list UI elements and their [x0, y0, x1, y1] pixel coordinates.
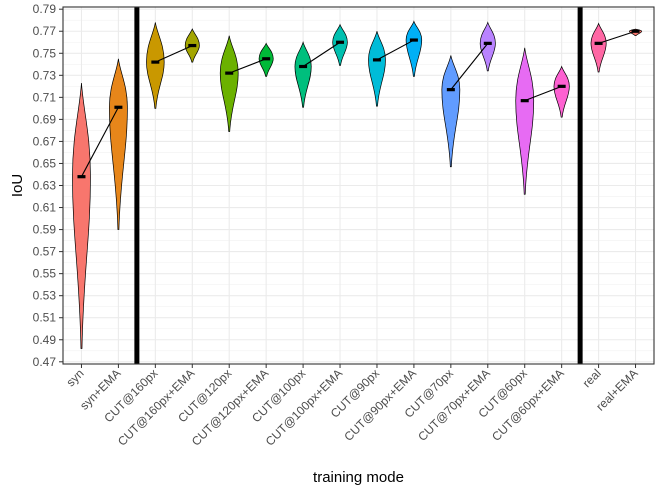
median-marker-CUT@60px+EMA — [557, 84, 566, 88]
y-tick-label: 0.57 — [33, 245, 57, 259]
y-tick-label: 0.55 — [33, 267, 57, 281]
median-marker-CUT@100px+EMA — [336, 40, 345, 44]
median-marker-CUT@60px — [520, 99, 529, 103]
violin-CUT@60px+EMA — [553, 65, 570, 118]
violin-CUT@100px+EMA — [332, 23, 348, 66]
x-axis: synsyn+EMACUT@160pxCUT@160px+EMACUT@120p… — [63, 364, 641, 449]
y-axis-title: IoU — [9, 174, 26, 197]
y-tick-label: 0.53 — [33, 289, 57, 303]
median-connector — [80, 107, 119, 177]
median-marker-CUT@70px+EMA — [483, 41, 492, 45]
x-axis-title: training mode — [313, 469, 404, 486]
y-tick-label: 0.59 — [33, 223, 57, 237]
median-marker-real — [594, 41, 603, 45]
violin-syn — [72, 83, 91, 349]
median-marker-CUT@70px — [446, 88, 455, 92]
median-connector — [155, 45, 193, 63]
median-marker-real+EMA — [631, 29, 640, 33]
violin-CUT@100px — [294, 40, 312, 108]
violin-CUT@70px+EMA — [479, 21, 496, 72]
y-tick-label: 0.77 — [33, 24, 57, 38]
median-marker-CUT@90px — [372, 58, 381, 62]
violin-CUT@120px — [219, 35, 239, 132]
median-marker-CUT@120px — [225, 71, 234, 75]
median-marker-CUT@160px — [151, 60, 160, 64]
x-tick-label: syn — [63, 366, 86, 389]
median-marker-CUT@160px+EMA — [188, 43, 197, 48]
median-marker-syn — [77, 175, 86, 179]
violin-syn+EMA — [109, 58, 128, 230]
y-tick-label: 0.65 — [33, 156, 57, 170]
y-tick-label: 0.75 — [33, 46, 57, 60]
y-axis: 0.47 0.49 0.51 0.53 0.55 0.57 0.59 0.61 0.63 0.65… — [33, 2, 63, 369]
median-connector — [302, 41, 341, 67]
median-marker-CUT@90px+EMA — [409, 38, 418, 42]
y-tick-label: 0.69 — [33, 112, 57, 126]
y-tick-label: 0.51 — [33, 311, 57, 325]
y-tick-label: 0.61 — [33, 201, 57, 215]
y-tick-label: 0.67 — [33, 134, 57, 148]
median-connector — [450, 43, 489, 90]
plot-panel — [62, 6, 655, 365]
violin-real — [590, 22, 607, 73]
median-connector — [598, 30, 636, 44]
median-connector — [229, 58, 267, 74]
violin-CUT@60px — [515, 47, 535, 195]
violin-CUT@90px — [368, 31, 386, 107]
median-connector — [376, 39, 415, 61]
y-tick-label: 0.73 — [33, 68, 57, 82]
y-tick-label: 0.47 — [33, 355, 57, 369]
median-connector — [524, 85, 562, 102]
y-tick-label: 0.49 — [33, 333, 57, 347]
median-marker-CUT@120px+EMA — [262, 57, 271, 61]
median-marker-CUT@100px — [299, 64, 308, 69]
violin-CUT@90px+EMA — [405, 20, 423, 77]
violin-CUT@160px — [146, 22, 165, 109]
y-tick-label: 0.63 — [33, 179, 57, 193]
y-tick-label: 0.71 — [33, 90, 57, 104]
y-tick-label: 0.79 — [33, 2, 57, 16]
x-tick-label: real — [580, 366, 604, 390]
median-marker-syn+EMA — [114, 105, 123, 109]
